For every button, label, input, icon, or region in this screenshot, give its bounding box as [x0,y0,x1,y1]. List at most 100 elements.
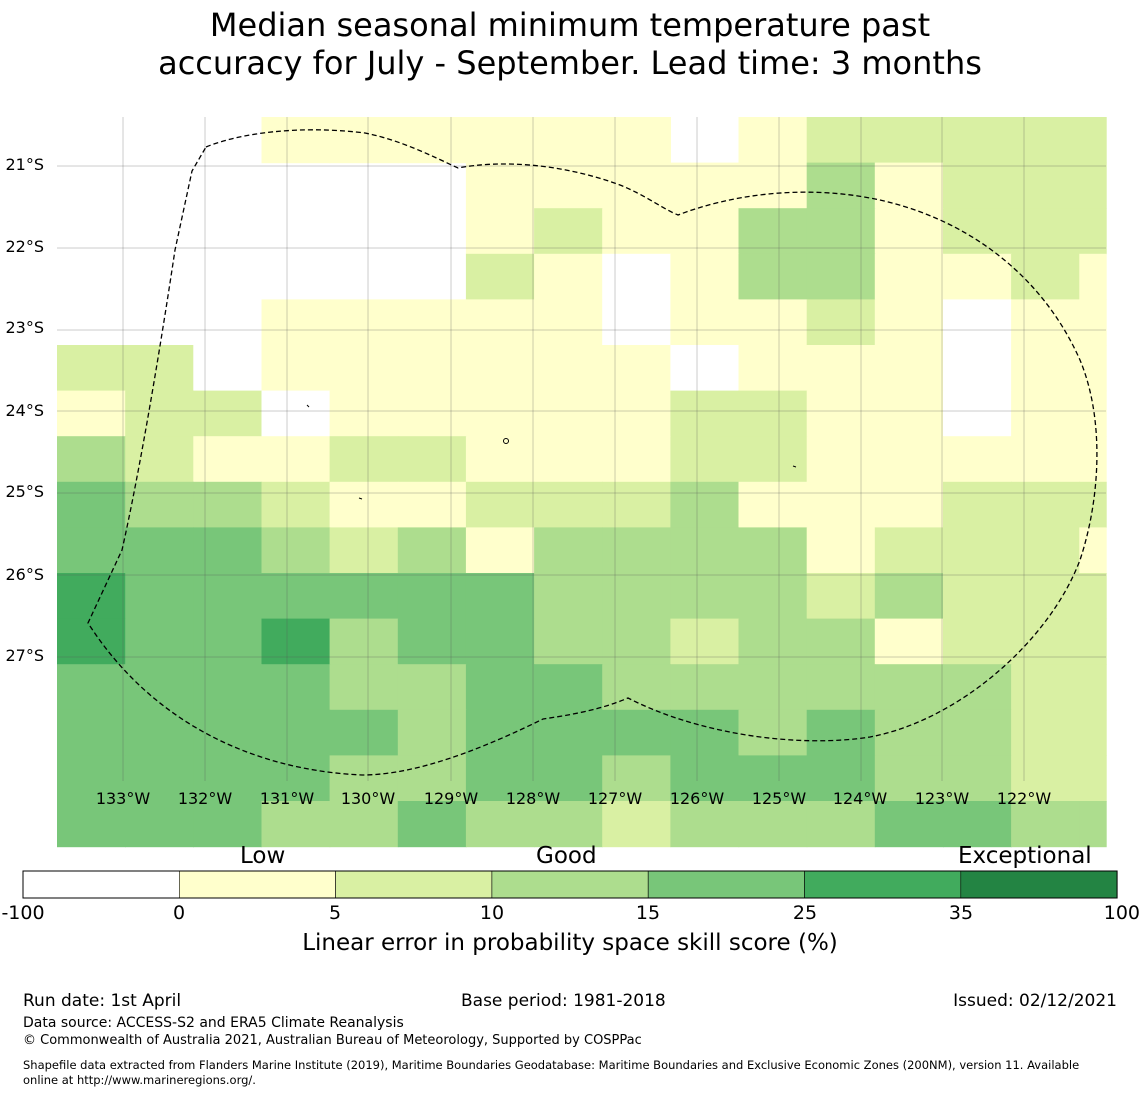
map-cell [670,390,740,437]
map-cell [1011,117,1080,164]
map-cell [943,709,1012,756]
map-cell [1011,390,1080,437]
map-cell [1011,436,1080,483]
category-good: Good [536,843,597,869]
lat-label: 25°S [5,482,44,501]
map-cell [261,436,331,483]
map-cell [1079,117,1107,164]
map-cell [806,618,876,665]
map-cell [534,481,603,528]
map-cell [1079,527,1107,574]
map-cell [806,801,876,848]
map-cell [534,253,603,300]
colorbar-swatch [491,870,649,899]
map-cell [397,527,467,574]
issued-date: Issued: 02/12/2021 [953,991,1117,1011]
map-cell [806,436,876,483]
map-cell [57,801,126,848]
colorbar-tick: 35 [948,902,974,924]
map-cell [806,481,876,528]
colorbar-tick: 10 [479,902,505,924]
map-cell [465,801,535,848]
map-cell [602,481,671,528]
map-cell [397,573,467,620]
map-cell [193,481,263,528]
map-cell [261,390,331,437]
colorbar-tick: 100 [1103,902,1140,924]
map-cell [397,117,467,164]
map-cell [806,573,876,620]
map-cell [57,618,126,665]
map-cell [534,117,603,164]
lat-label: 24°S [5,401,44,420]
map-cell [329,755,399,802]
map-cell [465,436,535,483]
map-cell [670,664,740,711]
map-cell [329,390,399,437]
map-cell [329,436,399,483]
map-cell [738,755,808,802]
map-cell [397,664,467,711]
map-cell [261,481,331,528]
lat-label: 27°S [5,646,44,665]
map-cell [465,618,535,665]
map-cell [1011,162,1080,209]
map-cell [465,253,535,300]
map-cell [57,390,126,437]
map-cell [806,162,876,209]
map-cell [874,253,944,300]
map-cell [329,481,399,528]
colorbar-swatch [960,870,1118,899]
map-cell [874,162,944,209]
map-cell [602,618,671,665]
lon-label: 133°W [95,789,151,808]
colorbar-swatch [179,870,336,899]
colorbar-tick: -100 [1,902,45,924]
map-cell [125,481,194,528]
map-cell [261,345,331,392]
map-cell [874,345,944,392]
map-cell [602,527,671,574]
map-cell [806,208,876,255]
map-cell [1011,664,1080,711]
lon-label: 125°W [751,789,807,808]
island-mark-4 [358,497,363,500]
map-cell [57,345,126,392]
map-cell [738,390,808,437]
map-cell [397,299,467,346]
map-cell [943,527,1012,574]
map-cell [738,299,808,346]
map-cell [125,801,194,848]
map-cell [670,345,740,392]
map-cell [329,801,399,848]
map-gridlines [57,117,1106,781]
lon-label: 128°W [505,789,561,808]
map-cell [602,208,671,255]
lat-label: 21°S [5,155,44,174]
map-cell [1079,664,1107,711]
map-cell [534,618,603,665]
map-cell [806,527,876,574]
map-cell [193,345,263,392]
map-cell [1079,345,1107,392]
data-source: Data source: ACCESS-S2 and ERA5 Climate … [23,1015,404,1031]
map-cell [738,527,808,574]
lon-label: 130°W [340,789,396,808]
map-cell [806,253,876,300]
lon-label: 132°W [177,789,233,808]
map-cell [465,345,535,392]
map-cell [465,755,535,802]
map-cell [602,345,671,392]
map-cell [943,436,1012,483]
map-cell [806,299,876,346]
map-cell [943,755,1012,802]
map-cell [1011,253,1080,300]
map-cell [57,436,126,483]
map-cell [670,755,740,802]
map-cell [261,709,331,756]
map-cell [874,299,944,346]
map-cell [670,436,740,483]
map-cell [874,664,944,711]
map-cell [1079,436,1107,483]
